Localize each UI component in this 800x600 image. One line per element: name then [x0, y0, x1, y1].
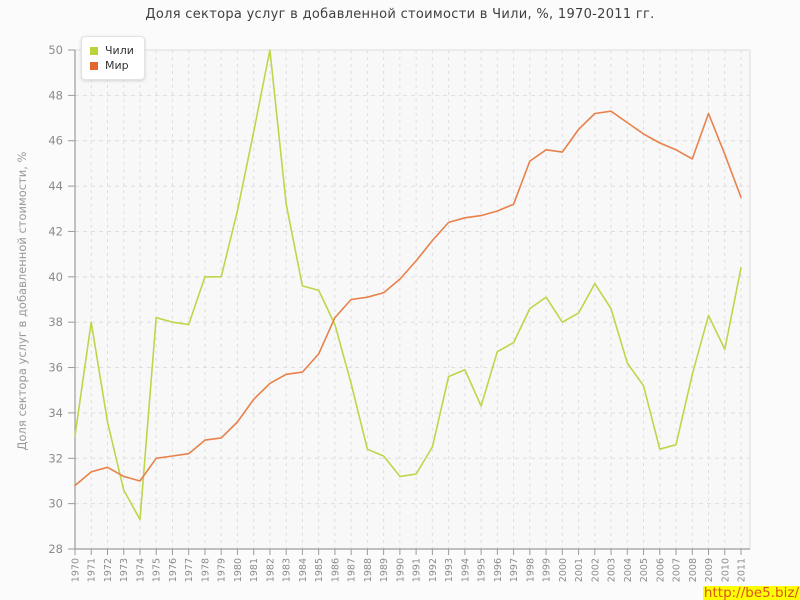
x-tick-label: 1983	[282, 558, 293, 582]
x-tick-label: 1978	[200, 558, 211, 582]
x-tick-label: 1995	[477, 558, 488, 582]
x-tick-label: 2006	[655, 558, 666, 582]
x-tick-label: 1996	[493, 558, 504, 582]
y-tick-label: 28	[48, 542, 63, 556]
y-tick-label: 34	[48, 406, 63, 420]
legend-item-chile: Чили	[90, 44, 134, 57]
x-tick-label: 1989	[379, 558, 390, 582]
x-tick-label: 1991	[412, 558, 423, 582]
x-tick-label: 1994	[460, 558, 471, 582]
legend-label-world: Мир	[105, 59, 129, 72]
series-line-world	[74, 110, 742, 487]
x-tick-label: 1981	[249, 558, 260, 582]
legend: Чили Мир	[81, 36, 145, 80]
x-tick-label: 2002	[590, 558, 601, 582]
x-tick-label: 1986	[330, 558, 341, 582]
x-tick-label: 2000	[558, 558, 569, 582]
x-tick-label: 1977	[184, 558, 195, 582]
x-tick-label: 2005	[639, 558, 650, 582]
y-tick-label: 46	[48, 134, 63, 148]
x-tick-label: 1971	[87, 558, 98, 582]
x-tick-label: 2008	[688, 558, 699, 582]
y-tick-label: 30	[48, 497, 63, 511]
y-tick-label: 48	[48, 88, 63, 102]
x-tick-label: 2003	[607, 558, 618, 582]
legend-item-world: Мир	[90, 59, 134, 72]
watermark-link[interactable]: http://be5.biz/	[702, 585, 800, 600]
x-tick-label: 1982	[265, 558, 276, 582]
x-tick-label: 1985	[314, 558, 325, 582]
x-tick-label: 1970	[71, 558, 82, 582]
x-tick-label: 1993	[444, 558, 455, 582]
x-tick-label: 1984	[298, 558, 309, 582]
y-tick-label: 32	[48, 451, 63, 465]
x-tick-label: 1997	[509, 558, 520, 582]
y-tick-label: 50	[48, 43, 63, 57]
y-tick-label: 36	[48, 361, 63, 375]
x-tick-label: 1988	[363, 558, 374, 582]
x-tick-label: 1972	[103, 558, 114, 582]
x-tick-label: 1992	[428, 558, 439, 582]
x-tick-label: 1973	[119, 558, 130, 582]
x-tick-label: 1974	[135, 558, 146, 582]
chart-title: Доля сектора услуг в добавленной стоимос…	[145, 7, 655, 22]
x-tick-label: 1987	[347, 558, 358, 582]
legend-swatch-world-icon	[90, 61, 98, 70]
series-line-chile	[74, 49, 742, 521]
x-tick-label: 1999	[542, 558, 553, 582]
x-tick-label: 2010	[720, 558, 731, 582]
legend-label-chile: Чили	[105, 44, 134, 57]
y-tick-label: 38	[48, 315, 63, 329]
x-tick-label: 2009	[704, 558, 715, 582]
x-tick-label: 2001	[574, 558, 585, 582]
legend-swatch-chile-icon	[90, 46, 98, 55]
y-axis-title: Доля сектора услуг в добавленной стоимос…	[15, 151, 29, 451]
x-tick-label: 1979	[217, 558, 228, 582]
x-tick-label: 1998	[525, 558, 536, 582]
plot-background	[74, 49, 751, 550]
x-tick-label: 2004	[623, 558, 634, 582]
y-tick-label: 44	[48, 179, 63, 193]
x-tick-label: 2011	[737, 558, 748, 582]
x-tick-label: 1975	[152, 558, 163, 582]
x-tick-label: 1990	[395, 558, 406, 582]
x-tick-label: 1980	[233, 558, 244, 582]
x-tick-label: 1976	[168, 558, 179, 582]
y-tick-label: 40	[48, 270, 63, 284]
y-tick-label: 42	[48, 224, 63, 238]
x-tick-label: 2007	[672, 558, 683, 582]
